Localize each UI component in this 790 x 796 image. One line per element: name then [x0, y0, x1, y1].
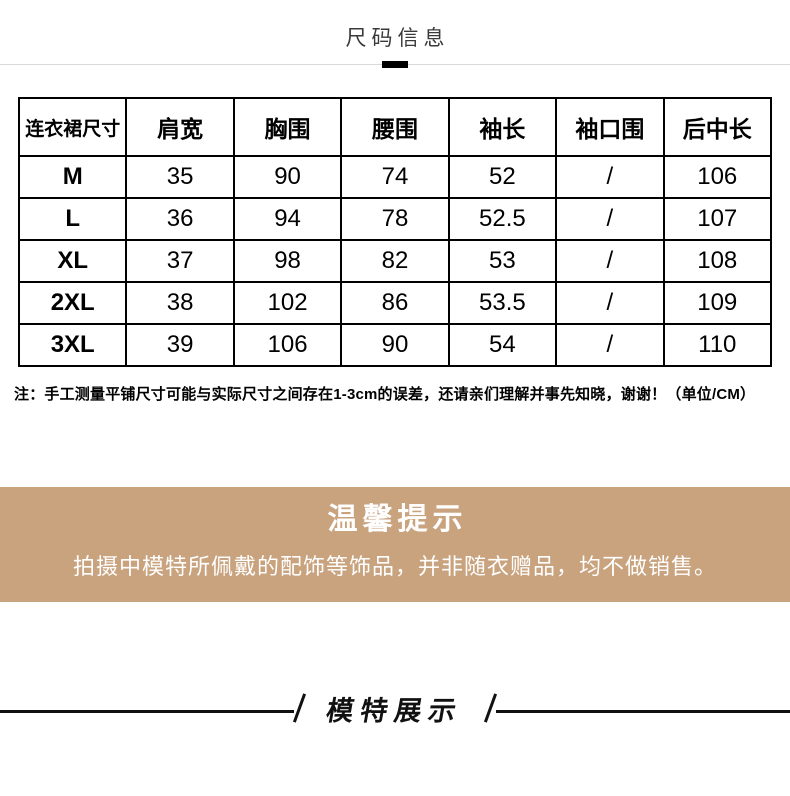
- size-table-cell: 106: [232, 323, 343, 367]
- size-table-cell: 39: [125, 323, 235, 367]
- size-table-cell: /: [555, 323, 665, 367]
- size-table-cell: 108: [662, 239, 773, 283]
- size-table-cell: /: [555, 239, 665, 283]
- size-table-header-cell: 袖口围: [555, 97, 665, 157]
- size-table-header-cell: 后中长: [662, 97, 773, 157]
- divider-line-left: [0, 709, 294, 713]
- title-divider-accent: [382, 61, 408, 68]
- size-table-cell: XL: [17, 239, 128, 283]
- size-table-cell: 98: [232, 239, 343, 283]
- size-table-header-cell: 腰围: [340, 97, 450, 157]
- size-table-header-cell: 连衣裙尺寸: [17, 97, 128, 157]
- size-table-cell: 90: [340, 323, 450, 367]
- size-table-cell: 74: [340, 155, 450, 199]
- size-table-cell: 86: [340, 281, 450, 325]
- size-table-cell: 35: [125, 155, 235, 199]
- model-display-title: 模特展示: [323, 695, 466, 726]
- divider-line-right: [496, 709, 790, 713]
- measurement-note: 注：手工测量平铺尺寸可能与实际尺寸之间存在1-3cm的误差，还请亲们理解并事先知…: [14, 386, 756, 403]
- size-table-cell: M: [17, 155, 128, 199]
- warm-notice-band: 温馨提示 拍摄中模特所佩戴的配饰等饰品，并非随衣赠品，均不做销售。: [0, 487, 790, 602]
- warm-notice-body: 拍摄中模特所佩戴的配饰等饰品，并非随衣赠品，均不做销售。: [72, 554, 717, 579]
- slash-icon: [483, 693, 498, 723]
- page-title: 尺码信息: [345, 27, 450, 50]
- size-table-cell: /: [555, 197, 665, 241]
- table-row: 2XL 38 102 86 53.5 / 109: [17, 281, 773, 325]
- size-table-cell: 52: [447, 155, 558, 199]
- size-table-cell: 109: [662, 281, 773, 325]
- size-table-cell: 38: [125, 281, 235, 325]
- size-table-cell: 52.5: [447, 197, 558, 241]
- table-row: 3XL 39 106 90 54 / 110: [17, 323, 773, 367]
- slash-icon: [292, 693, 307, 723]
- size-table-cell: /: [555, 281, 665, 325]
- table-header-row: 连衣裙尺寸 肩宽 胸围 腰围 袖长 袖口围 后中长: [17, 97, 773, 157]
- size-table-cell: 3XL: [17, 323, 128, 367]
- size-table-cell: 78: [340, 197, 450, 241]
- size-table-header-cell: 袖长: [447, 97, 558, 157]
- warm-notice-title: 温馨提示: [327, 503, 468, 536]
- size-table-cell: 53.5: [447, 281, 558, 325]
- size-table-cell: 107: [662, 197, 773, 241]
- size-table: 连衣裙尺寸 肩宽 胸围 腰围 袖长 袖口围 后中长 M 35 90 74 52 …: [17, 97, 773, 367]
- size-table-header-cell: 胸围: [232, 97, 343, 157]
- size-table-header-cell: 肩宽: [125, 97, 235, 157]
- size-table-cell: 82: [340, 239, 450, 283]
- table-row: M 35 90 74 52 / 106: [17, 155, 773, 199]
- size-table-cell: /: [555, 155, 665, 199]
- size-table-cell: 102: [232, 281, 343, 325]
- size-table-cell: 54: [447, 323, 558, 367]
- size-info-section-header: 尺码信息: [0, 26, 790, 69]
- table-row: L 36 94 78 52.5 / 107: [17, 197, 773, 241]
- size-table-cell: 110: [662, 323, 773, 367]
- size-table-cell: 94: [232, 197, 343, 241]
- size-table-cell: 36: [125, 197, 235, 241]
- table-row: XL 37 98 82 53 / 108: [17, 239, 773, 283]
- size-table-cell: L: [17, 197, 128, 241]
- size-table-cell: 37: [125, 239, 235, 283]
- size-table-cell: 106: [662, 155, 773, 199]
- model-display-divider: 模特展示: [0, 690, 790, 726]
- size-table-cell: 53: [447, 239, 558, 283]
- size-table-cell: 2XL: [17, 281, 128, 325]
- title-divider: [0, 61, 790, 69]
- size-table-cell: 90: [232, 155, 343, 199]
